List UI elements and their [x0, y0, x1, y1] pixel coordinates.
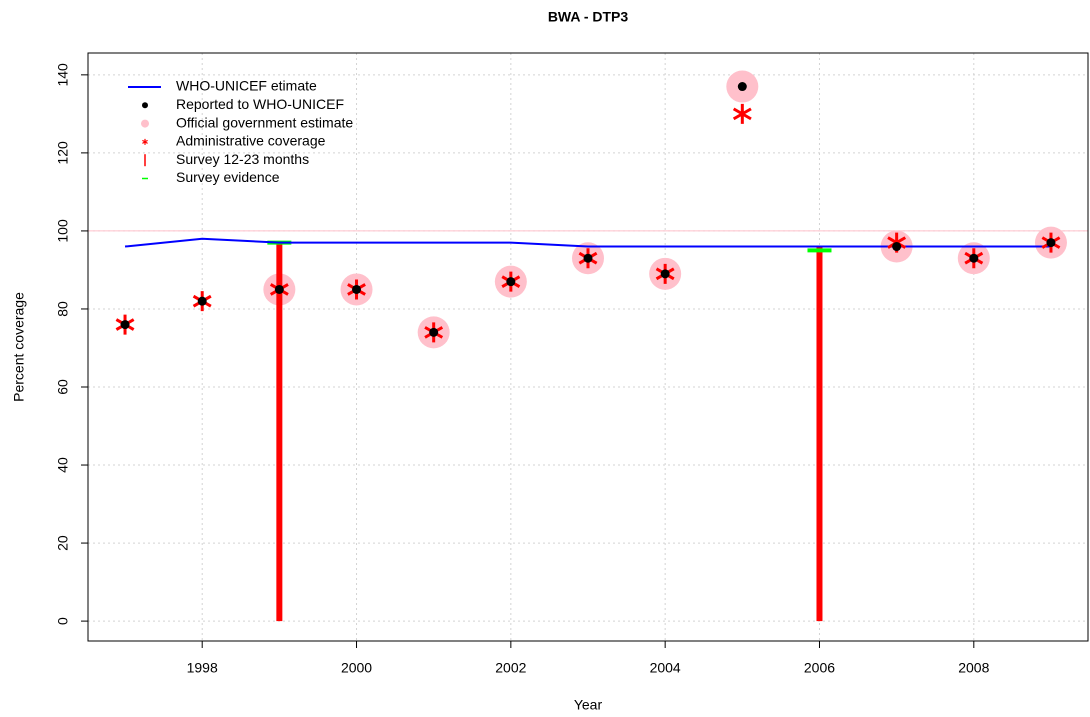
plot-frame [87, 52, 1089, 642]
legend-swatch [142, 102, 148, 109]
chart-title: BWA - DTP3 [548, 9, 629, 25]
y-tick-label: 120 [55, 141, 71, 165]
y-axis-label: Percent coverage [11, 292, 27, 402]
y-tick-label: 20 [55, 535, 71, 551]
admin-coverage [732, 103, 752, 124]
reported-point [120, 320, 130, 330]
y-tick-label: 80 [55, 301, 71, 317]
reported-point [274, 284, 284, 294]
legend-swatch [142, 138, 148, 145]
x-tick-label: 2006 [804, 660, 835, 676]
legend-label: Survey evidence [176, 169, 280, 185]
y-tick-label: 60 [55, 379, 71, 395]
reported-point [506, 277, 516, 287]
x-tick-label: 2000 [341, 660, 372, 676]
x-tick-label: 2008 [958, 660, 989, 676]
reported-point [583, 253, 593, 263]
y-tick-label: 40 [55, 457, 71, 473]
reported-point [197, 296, 207, 306]
y-tick-label: 100 [55, 219, 71, 243]
legend-swatch [141, 119, 149, 128]
reported-point [892, 242, 902, 252]
y-tick-label: 140 [55, 63, 71, 87]
legend-label: Official government estimate [176, 114, 353, 130]
reported-point [660, 269, 670, 279]
x-tick-label: 2004 [650, 660, 681, 676]
reported-point [352, 284, 362, 294]
reported-point [1046, 238, 1056, 248]
survey-bar [276, 242, 283, 622]
x-axis-label: Year [574, 697, 603, 713]
x-tick-label: 1998 [187, 660, 218, 676]
reported-point [429, 327, 439, 337]
legend-label: Survey 12-23 months [176, 151, 309, 167]
legend-label: Administrative coverage [176, 133, 326, 149]
legend-label: Reported to WHO-UNICEF [176, 96, 344, 112]
reported-point [969, 253, 979, 263]
reported-point [737, 82, 747, 92]
survey-bar [816, 246, 823, 622]
x-tick-label: 2002 [495, 660, 526, 676]
y-tick-label: 0 [55, 617, 71, 625]
legend-label: WHO-UNICEF etimate [176, 78, 317, 94]
